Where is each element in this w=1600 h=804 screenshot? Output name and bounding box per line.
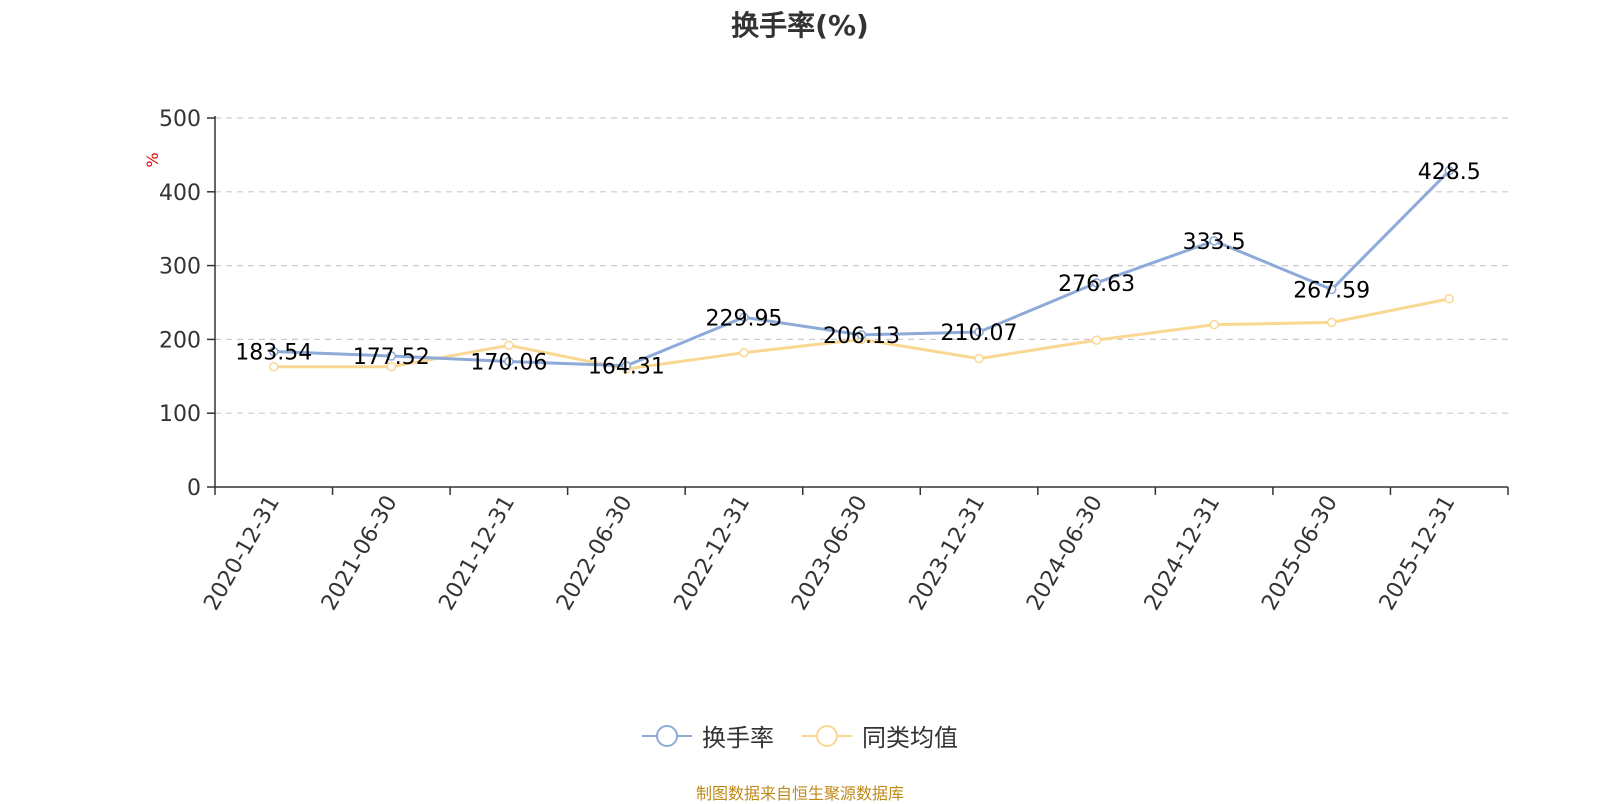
legend-label-series-2: 同类均值 xyxy=(862,724,958,752)
x-tick-label-0: 2020-12-31 xyxy=(199,492,285,615)
data-label-10: 428.5 xyxy=(1418,160,1481,185)
y-tick-label-3: 300 xyxy=(159,255,201,280)
series-2-point-0 xyxy=(269,361,279,372)
series-1-point-3 xyxy=(621,360,632,371)
legend-item-series-2[interactable]: 同类均值 xyxy=(802,718,958,753)
y-tick-label-0: 0 xyxy=(187,476,201,501)
x-tick-label-2: 2021-12-31 xyxy=(434,492,520,615)
series-2-point-2 xyxy=(504,340,514,351)
series-lines xyxy=(269,166,1454,374)
data-label-3: 164.31 xyxy=(588,355,665,380)
data-label-5: 206.13 xyxy=(823,324,900,349)
x-tick-label-5: 2023-06-30 xyxy=(787,492,873,615)
x-tick-label-1: 2021-06-30 xyxy=(317,492,403,615)
data-labels: 183.54 177.52 170.06 164.31 229.95 206.13 210.… xyxy=(235,160,1480,380)
series-2-point-7 xyxy=(1091,335,1102,345)
series-2-point-4 xyxy=(739,347,749,358)
series-1-point-4 xyxy=(739,312,749,323)
series-1-point-7 xyxy=(1091,278,1102,288)
y-tick-label-1: 100 xyxy=(159,402,201,427)
series-1-point-1 xyxy=(386,351,397,361)
series-2-point-1 xyxy=(386,361,397,372)
y-tick-label-5: 500 xyxy=(159,107,201,132)
data-source-note: 制图数据来自恒生聚源数据库 xyxy=(695,784,904,803)
series-1-point-9 xyxy=(1326,284,1337,295)
series-1-point-2 xyxy=(504,356,514,367)
data-label-8: 333.5 xyxy=(1183,230,1246,255)
data-label-7: 276.63 xyxy=(1058,272,1135,297)
series-2-point-8 xyxy=(1209,319,1219,330)
series-1-point-10 xyxy=(1444,166,1454,176)
x-tick-label-4: 2022-12-31 xyxy=(670,492,756,615)
x-tick-label-7: 2024-06-30 xyxy=(1022,492,1108,615)
series-2-point-9 xyxy=(1326,317,1337,328)
data-label-4: 229.95 xyxy=(705,306,782,331)
legend-marker-series-1 xyxy=(642,724,692,747)
series-1-point-6 xyxy=(974,327,984,337)
x-tick-label-3: 2022-06-30 xyxy=(552,492,638,615)
series-2-point-6 xyxy=(974,353,984,364)
data-label-0: 183.54 xyxy=(235,341,312,366)
y-tick-label-4: 400 xyxy=(159,181,201,206)
x-tick-label-8: 2024-12-31 xyxy=(1140,492,1226,615)
x-tick-label-6: 2023-12-31 xyxy=(905,491,991,614)
legend-item-series-1[interactable]: 换手率 xyxy=(642,718,774,753)
x-tick-label-9: 2025-06-30 xyxy=(1257,492,1343,615)
series-2-point-10 xyxy=(1444,294,1454,304)
data-label-9: 267.59 xyxy=(1293,279,1370,304)
legend-marker-series-2 xyxy=(802,724,852,747)
series-1-point-0 xyxy=(269,346,279,357)
data-label-2: 170.06 xyxy=(470,350,547,375)
series-1-point-8 xyxy=(1209,236,1219,246)
legend: 换手率 同类均值 xyxy=(0,718,1600,753)
data-label-6: 210.07 xyxy=(941,321,1018,346)
y-axis-unit-label: % xyxy=(143,152,162,167)
chart-title: 换手率(%) xyxy=(731,9,869,42)
series-1-point-5 xyxy=(856,330,867,340)
y-tick-label-2: 200 xyxy=(159,328,201,353)
data-label-1: 177.52 xyxy=(353,345,430,370)
x-tick-label-10: 2025-12-31 xyxy=(1375,492,1461,615)
line-chart: 0 100 200 300 400 500 2020-12-31 2021-06-30 2021… xyxy=(143,107,1509,615)
legend-label-series-1: 换手率 xyxy=(702,724,774,752)
